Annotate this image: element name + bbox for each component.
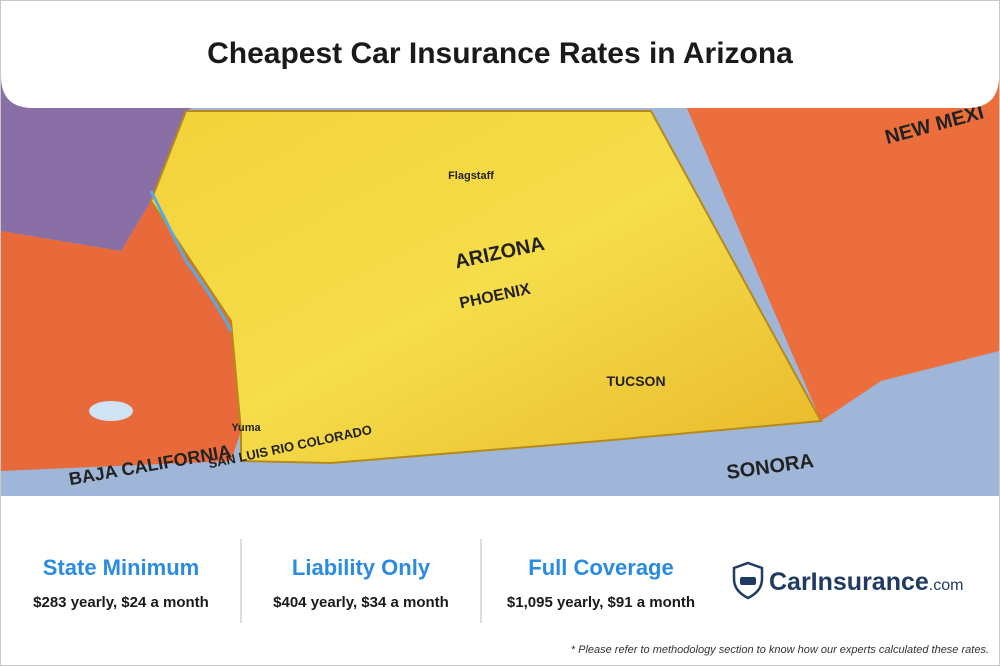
rate-title: Full Coverage bbox=[528, 555, 673, 580]
rate-value: $1,095 yearly, $91 a month bbox=[507, 594, 695, 611]
title: Cheapest Car Insurance Rates in Arizona bbox=[207, 37, 793, 70]
rates-panel bbox=[1, 496, 999, 665]
lake bbox=[89, 401, 133, 421]
map-label: TUCSON bbox=[606, 373, 665, 389]
map-label: Yuma bbox=[231, 422, 261, 434]
logo-suffix: .com bbox=[929, 577, 964, 594]
california-region bbox=[1, 201, 241, 471]
rate-value: $404 yearly, $34 a month bbox=[273, 594, 449, 611]
footnote: * Please refer to methodology section to… bbox=[571, 644, 989, 656]
map-label: Flagstaff bbox=[448, 170, 494, 182]
river bbox=[149, 190, 233, 332]
logo-shield bbox=[732, 561, 764, 600]
rate-value: $283 yearly, $24 a month bbox=[33, 594, 209, 611]
logo-car bbox=[740, 577, 756, 585]
rate-title: Liability Only bbox=[292, 555, 431, 580]
logo-text: CarInsurance.com bbox=[769, 568, 963, 596]
title-banner bbox=[1, 1, 999, 108]
rate-title: State Minimum bbox=[43, 555, 199, 580]
logo-name: CarInsurance bbox=[769, 568, 929, 596]
logo: CarInsurance.com bbox=[732, 561, 963, 600]
